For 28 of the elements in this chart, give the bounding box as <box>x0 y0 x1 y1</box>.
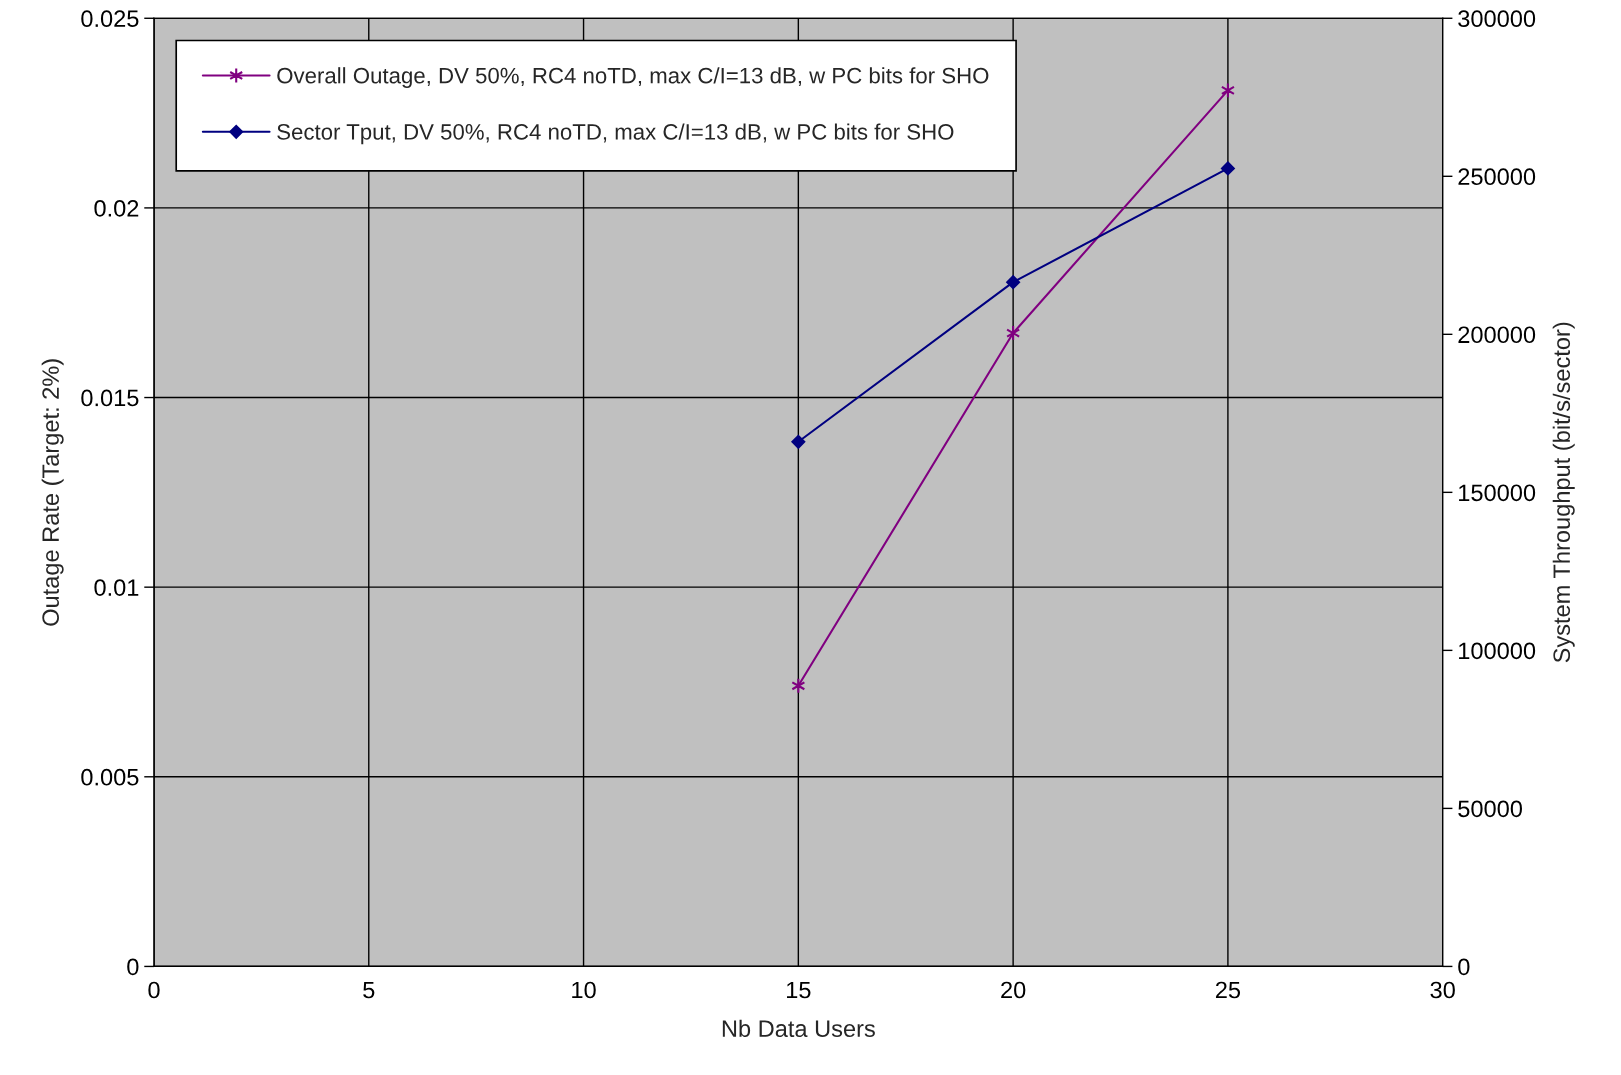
y2-tick-label: 200000 <box>1458 326 1536 344</box>
y-tick-label: 0.02 <box>94 199 139 217</box>
y-tick-label: 0.01 <box>94 579 139 596</box>
y2-tick-label: 300000 <box>1458 10 1536 28</box>
y-tick-label: 0.025 <box>81 10 139 28</box>
x-tick-label: 5 <box>363 981 375 999</box>
y2-axis-title: System Throughput (bit/s/sector) <box>1552 322 1575 663</box>
x-axis-title: Nb Data Users <box>722 1019 875 1038</box>
y-tick-label: 0 <box>127 958 139 976</box>
point <box>791 434 806 449</box>
legend-label: Overall Outage, DV 50%, RC4 noTD, max C/I=13 dB, w PC bits for SHO <box>277 67 989 88</box>
x-tick-label: 25 <box>1215 981 1241 999</box>
point <box>1220 161 1235 176</box>
y-tick-label: 0.015 <box>81 389 139 407</box>
legend-label: Sector Tput, DV 50%, RC4 noTD, max C/I=13 dB, w PC bits for SHO <box>277 123 954 145</box>
y-tick-label: 0.005 <box>81 768 139 786</box>
x-tick-label: 30 <box>1430 981 1455 999</box>
y2-tick-label: 0 <box>1458 958 1470 976</box>
x-tick-label: 15 <box>787 981 811 999</box>
x-tick-label: 20 <box>1001 981 1026 999</box>
y-axis-title: Outage Rate (Target: 2%) <box>41 359 64 626</box>
y2-tick-label: 250000 <box>1458 168 1536 186</box>
point <box>1006 275 1021 290</box>
y2-tick-label: 50000 <box>1458 800 1523 818</box>
y2-tick-label: 100000 <box>1459 642 1536 660</box>
y2-tick-label: 150000 <box>1459 484 1536 502</box>
x-tick-label: 0 <box>148 981 160 999</box>
x-tick-label: 10 <box>572 981 596 999</box>
